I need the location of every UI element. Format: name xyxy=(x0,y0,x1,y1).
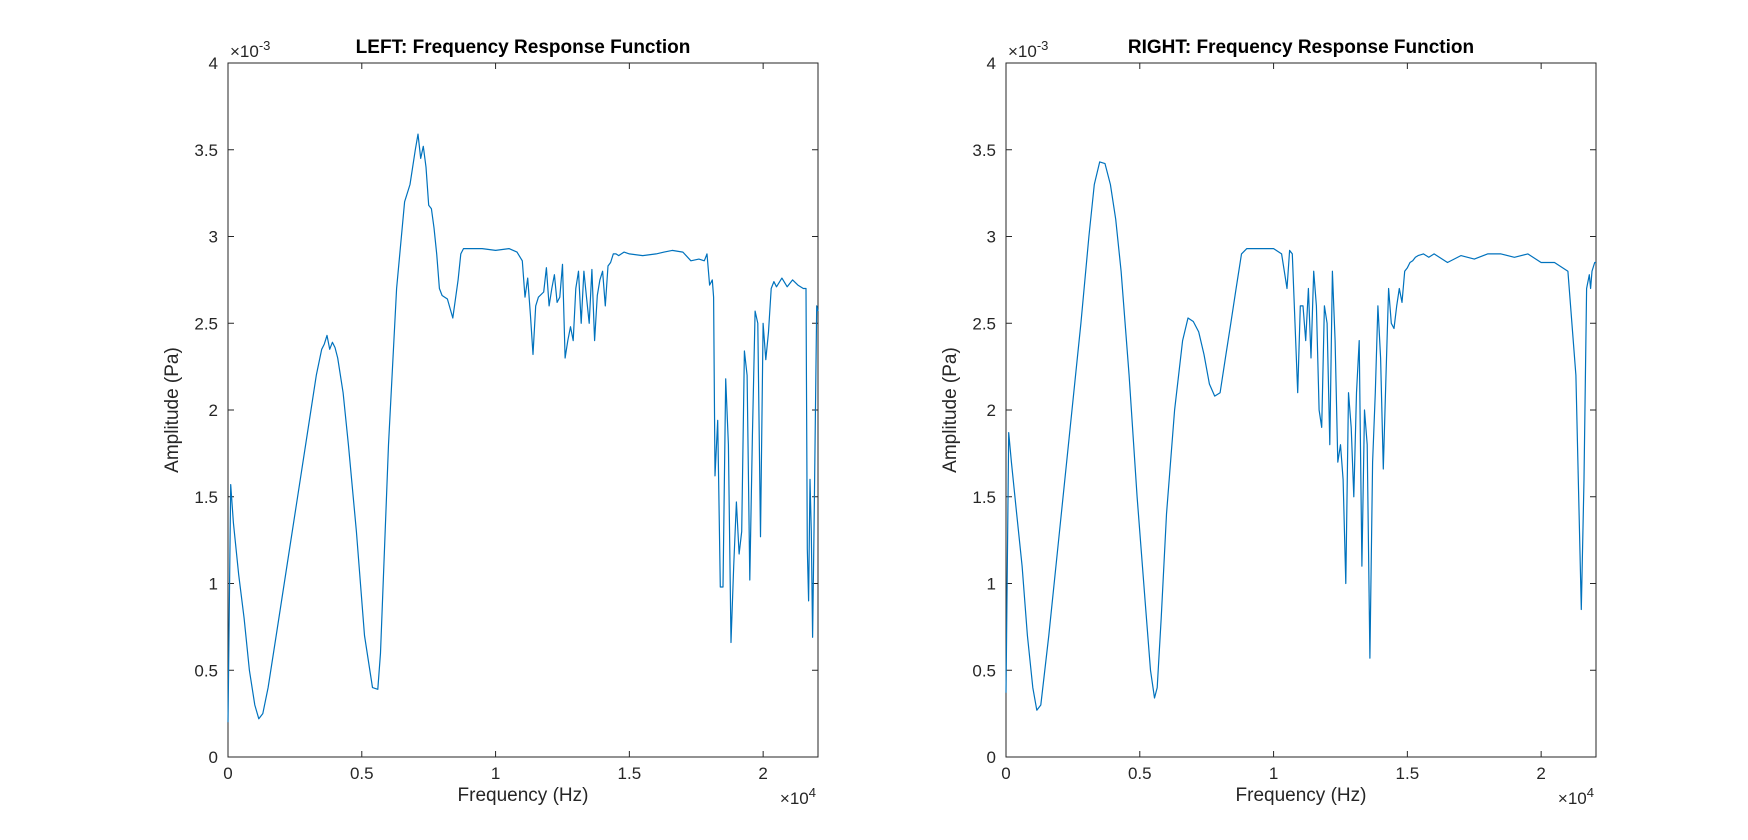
series-line xyxy=(1005,161,1596,711)
x-exponent-label: ×104 xyxy=(780,785,816,808)
y-tick-label: 3.5 xyxy=(972,141,996,160)
y-tick-label: 1 xyxy=(209,575,218,594)
y-exponent-label: ×10-3 xyxy=(1008,38,1048,61)
y-tick-label: 1.5 xyxy=(972,488,996,507)
y-axis-label: Amplitude (Pa) xyxy=(162,347,183,473)
x-axis-label: Frequency (Hz) xyxy=(458,785,589,806)
y-tick-label: 0.5 xyxy=(194,661,218,680)
x-tick-label: 1.5 xyxy=(618,764,642,783)
x-tick-label: 0 xyxy=(1001,764,1010,783)
y-exponent-label: ×10-3 xyxy=(230,38,270,61)
plot-frame xyxy=(227,62,819,758)
y-tick-label: 0.5 xyxy=(972,661,996,680)
y-tick-label: 0 xyxy=(209,748,218,767)
x-tick-label: 1.5 xyxy=(1396,764,1420,783)
x-tick-label: 2 xyxy=(1536,764,1545,783)
y-tick-label: 3.5 xyxy=(194,141,218,160)
x-tick-label: 1 xyxy=(491,764,500,783)
x-tick-label: 0.5 xyxy=(350,764,374,783)
y-tick-label: 0 xyxy=(987,748,996,767)
y-tick-label: 2 xyxy=(987,401,996,420)
y-tick-label: 2.5 xyxy=(194,314,218,333)
y-tick-label: 3 xyxy=(209,228,218,247)
x-tick-label: 1 xyxy=(1269,764,1278,783)
chart-panel-left: 0 0.5 1 1.5 2 0 0.5 1 1.5 2 2.5 3 3.5 4 ×10-3 ×104 LEFT:… xyxy=(162,37,819,808)
x-exponent-label: ×104 xyxy=(1558,785,1594,808)
x-tick-label: 0.5 xyxy=(1128,764,1152,783)
y-axis-label: Amplitude (Pa) xyxy=(940,347,961,473)
y-tick-label: 2.5 xyxy=(972,314,996,333)
y-tick-label: 1 xyxy=(987,575,996,594)
y-tick-label: 4 xyxy=(209,54,218,73)
series-line xyxy=(227,133,819,723)
chart-title: RIGHT: Frequency Response Function xyxy=(1128,37,1474,58)
chart-title: LEFT: Frequency Response Function xyxy=(356,37,691,58)
y-tick-label: 3 xyxy=(987,228,996,247)
x-tick-label: 0 xyxy=(223,764,232,783)
plot-frame xyxy=(1005,62,1597,758)
y-tick-label: 1.5 xyxy=(194,488,218,507)
chart-panel-right: 0 0.5 1 1.5 2 0 0.5 1 1.5 2 2.5 3 3.5 4 ×10-3 ×104 RIGHT… xyxy=(940,37,1597,808)
x-tick-label: 2 xyxy=(758,764,767,783)
y-tick-label: 4 xyxy=(987,54,996,73)
y-tick-label: 2 xyxy=(209,401,218,420)
x-axis-label: Frequency (Hz) xyxy=(1236,785,1367,806)
